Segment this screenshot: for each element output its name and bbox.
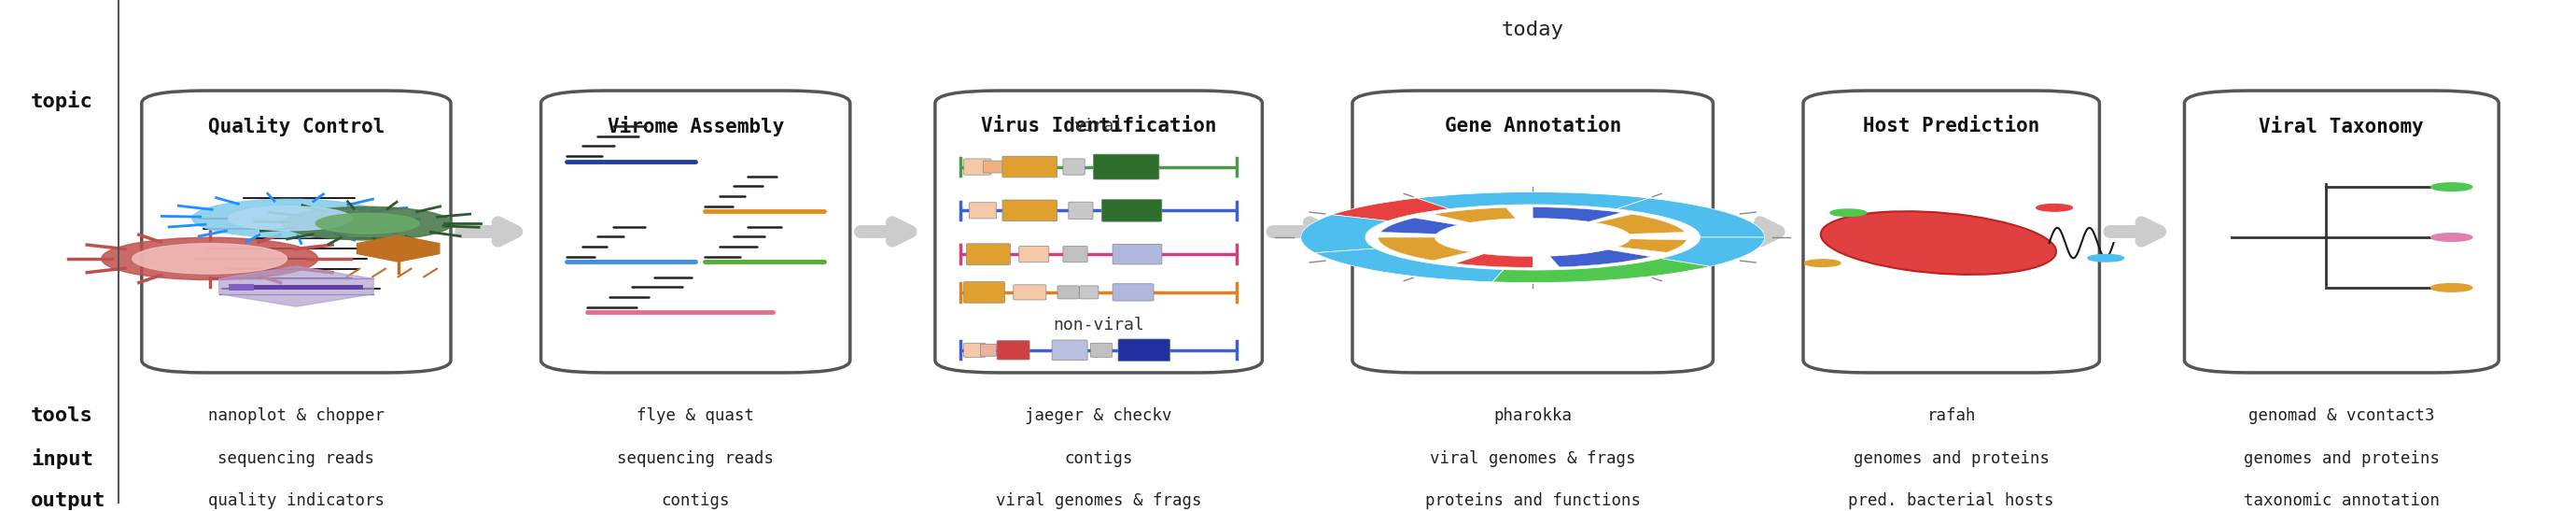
Circle shape bbox=[1829, 209, 1865, 216]
FancyBboxPatch shape bbox=[1002, 156, 1056, 177]
Text: proteins and functions: proteins and functions bbox=[1425, 493, 1641, 509]
FancyBboxPatch shape bbox=[966, 244, 1010, 265]
Ellipse shape bbox=[1821, 212, 2056, 274]
FancyBboxPatch shape bbox=[935, 90, 1262, 373]
Wedge shape bbox=[1551, 249, 1651, 267]
FancyBboxPatch shape bbox=[963, 159, 992, 175]
Wedge shape bbox=[1301, 215, 1388, 253]
Text: viral genomes & frags: viral genomes & frags bbox=[997, 493, 1200, 509]
Circle shape bbox=[229, 206, 353, 230]
Wedge shape bbox=[1381, 218, 1458, 234]
Wedge shape bbox=[1455, 254, 1533, 268]
Text: output: output bbox=[31, 492, 106, 510]
Circle shape bbox=[317, 213, 420, 234]
Text: contigs: contigs bbox=[662, 493, 729, 509]
Text: Host Prediction: Host Prediction bbox=[1862, 117, 2040, 135]
Wedge shape bbox=[1417, 192, 1649, 209]
Text: input: input bbox=[31, 448, 93, 469]
Polygon shape bbox=[358, 236, 440, 262]
Wedge shape bbox=[1618, 239, 1687, 252]
FancyBboxPatch shape bbox=[1113, 244, 1162, 264]
Wedge shape bbox=[1314, 248, 1504, 282]
Text: contigs: contigs bbox=[1064, 450, 1133, 467]
FancyBboxPatch shape bbox=[1103, 199, 1162, 222]
Text: Quality Control: Quality Control bbox=[209, 115, 384, 136]
Circle shape bbox=[193, 199, 389, 238]
FancyBboxPatch shape bbox=[1064, 159, 1084, 175]
FancyBboxPatch shape bbox=[984, 161, 1005, 173]
Circle shape bbox=[2432, 234, 2473, 241]
FancyBboxPatch shape bbox=[1020, 246, 1048, 262]
Text: genomes and proteins: genomes and proteins bbox=[1852, 450, 2050, 467]
FancyBboxPatch shape bbox=[963, 282, 1005, 303]
FancyBboxPatch shape bbox=[1803, 90, 2099, 373]
Circle shape bbox=[100, 238, 317, 280]
FancyBboxPatch shape bbox=[1069, 202, 1092, 219]
FancyBboxPatch shape bbox=[969, 202, 997, 219]
Text: Gene Annotation: Gene Annotation bbox=[1445, 117, 1620, 135]
FancyBboxPatch shape bbox=[1064, 246, 1087, 262]
Text: rafah: rafah bbox=[1927, 407, 1976, 424]
Text: flye & quast: flye & quast bbox=[636, 407, 755, 424]
FancyBboxPatch shape bbox=[1113, 284, 1154, 301]
Text: Virome Assembly: Virome Assembly bbox=[608, 115, 783, 136]
Circle shape bbox=[283, 207, 453, 240]
Wedge shape bbox=[1595, 214, 1685, 234]
FancyBboxPatch shape bbox=[1079, 286, 1097, 299]
Text: sequencing reads: sequencing reads bbox=[618, 450, 773, 467]
Text: jaeger & checkv: jaeger & checkv bbox=[1025, 407, 1172, 424]
Text: tools: tools bbox=[31, 406, 93, 425]
Text: viral: viral bbox=[1074, 118, 1123, 134]
FancyBboxPatch shape bbox=[963, 343, 987, 357]
Text: genomad & vcontact3: genomad & vcontact3 bbox=[2249, 407, 2434, 424]
FancyBboxPatch shape bbox=[981, 344, 997, 356]
FancyBboxPatch shape bbox=[1002, 200, 1056, 221]
Wedge shape bbox=[1662, 237, 1765, 266]
Polygon shape bbox=[219, 266, 374, 307]
FancyBboxPatch shape bbox=[541, 90, 850, 373]
Wedge shape bbox=[1533, 207, 1620, 222]
FancyBboxPatch shape bbox=[1012, 285, 1046, 300]
Text: topic: topic bbox=[31, 90, 93, 111]
Text: today: today bbox=[1502, 20, 1564, 39]
Wedge shape bbox=[1618, 198, 1765, 237]
Circle shape bbox=[2087, 254, 2123, 262]
FancyBboxPatch shape bbox=[997, 340, 1030, 360]
Text: sequencing reads: sequencing reads bbox=[219, 450, 374, 467]
Circle shape bbox=[131, 244, 286, 274]
Text: quality indicators: quality indicators bbox=[209, 493, 384, 509]
Circle shape bbox=[1803, 260, 1839, 267]
FancyBboxPatch shape bbox=[2184, 90, 2499, 373]
Circle shape bbox=[2432, 183, 2473, 191]
Text: pred. bacterial hosts: pred. bacterial hosts bbox=[1850, 493, 2053, 509]
FancyBboxPatch shape bbox=[1051, 340, 1087, 360]
FancyBboxPatch shape bbox=[142, 90, 451, 373]
Circle shape bbox=[2432, 284, 2473, 292]
FancyBboxPatch shape bbox=[1059, 286, 1079, 299]
Text: Viral Taxonomy: Viral Taxonomy bbox=[2259, 115, 2424, 136]
FancyBboxPatch shape bbox=[1118, 339, 1170, 361]
Circle shape bbox=[2035, 204, 2071, 211]
FancyBboxPatch shape bbox=[1092, 154, 1159, 179]
Text: genomes and proteins: genomes and proteins bbox=[2244, 450, 2439, 467]
Text: non-viral: non-viral bbox=[1054, 316, 1144, 333]
Wedge shape bbox=[1378, 237, 1471, 261]
Circle shape bbox=[1445, 220, 1620, 254]
Text: viral genomes & frags: viral genomes & frags bbox=[1430, 450, 1636, 467]
Wedge shape bbox=[1492, 259, 1710, 283]
Text: nanoplot & chopper: nanoplot & chopper bbox=[209, 407, 384, 424]
Text: pharokka: pharokka bbox=[1494, 407, 1571, 424]
Wedge shape bbox=[1332, 198, 1448, 221]
Text: taxonomic annotation: taxonomic annotation bbox=[2244, 493, 2439, 509]
Wedge shape bbox=[1432, 207, 1515, 223]
Text: Virus Identification: Virus Identification bbox=[981, 117, 1216, 135]
FancyBboxPatch shape bbox=[1352, 90, 1713, 373]
FancyBboxPatch shape bbox=[1090, 343, 1113, 357]
